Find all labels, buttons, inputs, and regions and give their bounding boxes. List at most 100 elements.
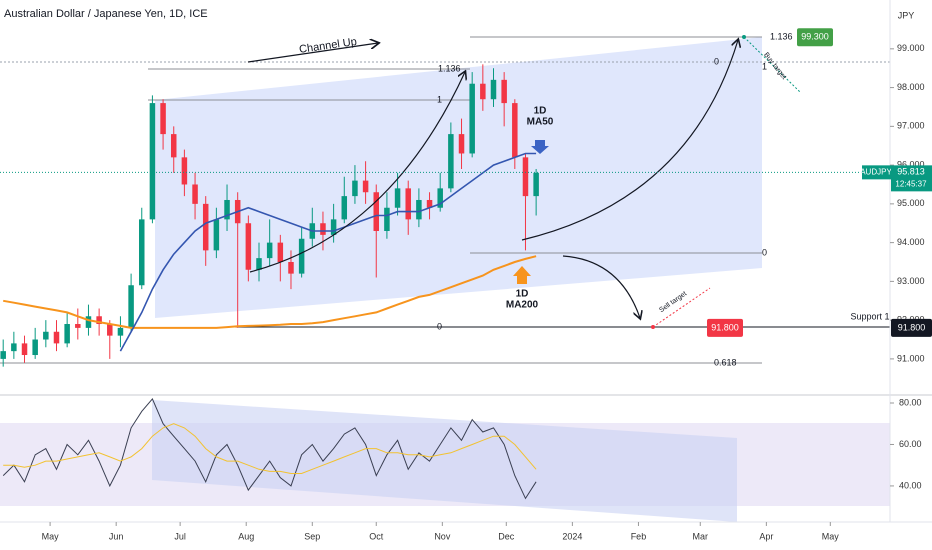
x-tick-label: Nov xyxy=(434,531,451,541)
candle-body xyxy=(298,238,305,274)
candle-body xyxy=(384,207,390,231)
sell-target-label: 91.800 xyxy=(711,322,739,332)
candle-body xyxy=(170,134,177,158)
rsi-tick-label: 60.00 xyxy=(899,439,922,449)
candle-body xyxy=(330,219,337,235)
fib-label: 1.136 xyxy=(770,31,793,41)
fib-label: 0 xyxy=(714,56,719,66)
candle-body xyxy=(64,324,70,344)
ma200-label: 1D xyxy=(516,289,529,300)
buy-target-label: 99.300 xyxy=(801,32,829,42)
candle-body xyxy=(490,79,497,100)
fib-lines xyxy=(0,36,890,364)
rsi-tick-label: 80.00 xyxy=(899,397,922,407)
x-tick-label: May xyxy=(822,531,840,541)
candle-body xyxy=(501,79,507,104)
candle-body xyxy=(96,316,102,325)
support-price-label: 91.800 xyxy=(898,322,926,332)
rsi-line xyxy=(2,397,537,500)
fib-label: 1 xyxy=(762,61,767,71)
candle-body xyxy=(181,157,188,185)
y-tick-label: 98.000 xyxy=(897,82,925,92)
candle-body xyxy=(533,172,539,197)
candle-body xyxy=(21,343,28,356)
price-channel xyxy=(155,37,762,318)
candle-body xyxy=(458,134,465,154)
candle-body xyxy=(32,339,38,356)
y-tick-label: 96.000 xyxy=(897,159,925,169)
y-tick-label: 91.000 xyxy=(897,353,925,363)
candle-body xyxy=(341,196,348,220)
y-tick-label: 99.000 xyxy=(897,43,925,53)
x-tick-label: Jul xyxy=(174,531,186,541)
x-tick-label: Jun xyxy=(109,531,124,541)
candle-body xyxy=(202,203,209,251)
x-tick-label: 2024 xyxy=(562,531,582,541)
price-label: 95.813 xyxy=(897,167,925,177)
candle-body xyxy=(0,351,6,359)
ma50-label: 1D xyxy=(534,106,547,117)
candle-body xyxy=(352,180,358,197)
candle-body xyxy=(405,188,411,220)
chart-title: Australian Dollar / Japanese Yen, 1D, IC… xyxy=(4,8,208,20)
x-tick-label: Mar xyxy=(693,531,709,541)
candle-body xyxy=(53,331,60,344)
ma200-line xyxy=(3,255,537,329)
sell-line xyxy=(652,287,711,328)
candle-body xyxy=(85,316,92,328)
buy-line xyxy=(743,36,801,93)
candle-body xyxy=(426,199,433,208)
symbol-label: AUDJPY xyxy=(860,167,892,176)
currency: JPY xyxy=(898,10,915,20)
candle-body xyxy=(266,242,273,259)
support-label: Support 1 xyxy=(850,311,889,321)
x-tick-label: Dec xyxy=(498,531,515,541)
curve-arrow xyxy=(249,72,465,273)
candle-body xyxy=(373,192,380,231)
candle-body xyxy=(245,223,252,270)
fib-label: 1.136 xyxy=(438,63,461,73)
candle-body xyxy=(213,219,220,251)
ma200-label: MA200 xyxy=(506,300,539,311)
ma50-arrow xyxy=(531,140,549,154)
x-tick-label: Sep xyxy=(304,531,320,541)
candle-body xyxy=(522,157,529,197)
candle-body xyxy=(416,199,422,220)
candle-body xyxy=(192,184,198,204)
curve-arrow xyxy=(521,40,738,241)
countdown-label: 12:45:37 xyxy=(895,179,927,188)
candle-body xyxy=(448,134,454,189)
candle-body xyxy=(277,242,284,262)
candle-body xyxy=(139,219,145,286)
rsi-tick-label: 40.00 xyxy=(899,480,922,490)
x-tick-label: Feb xyxy=(631,531,647,541)
sell-point xyxy=(651,325,655,329)
candle-body xyxy=(512,103,518,158)
support-price-box xyxy=(891,318,932,337)
curve-arrow xyxy=(562,255,640,318)
y-tick-label: 95.000 xyxy=(897,198,925,208)
x-tick-label: Oct xyxy=(369,531,384,541)
fib-label: 0 xyxy=(762,247,767,257)
y-tick-label: 97.000 xyxy=(897,121,925,131)
fib-label: 0 xyxy=(437,321,442,331)
candle-body xyxy=(362,180,369,193)
candle-body xyxy=(256,258,262,270)
x-tick-label: Apr xyxy=(759,531,773,541)
fib-label: 0.618 xyxy=(714,357,737,367)
ma200-arrow xyxy=(513,266,531,284)
candle-body xyxy=(160,103,166,135)
symbol-box xyxy=(862,165,891,180)
candle-body xyxy=(149,103,156,220)
y-tick-label: 93.000 xyxy=(897,276,925,286)
x-tick-label: May xyxy=(42,531,60,541)
candle-body xyxy=(128,285,134,328)
candle-body xyxy=(107,324,113,336)
candle-body xyxy=(288,262,294,274)
rsi-channel xyxy=(152,400,737,522)
fib-label: 1 xyxy=(437,94,442,104)
buy-point xyxy=(742,35,746,39)
candle-body xyxy=(394,188,401,208)
candle-body xyxy=(224,199,230,220)
